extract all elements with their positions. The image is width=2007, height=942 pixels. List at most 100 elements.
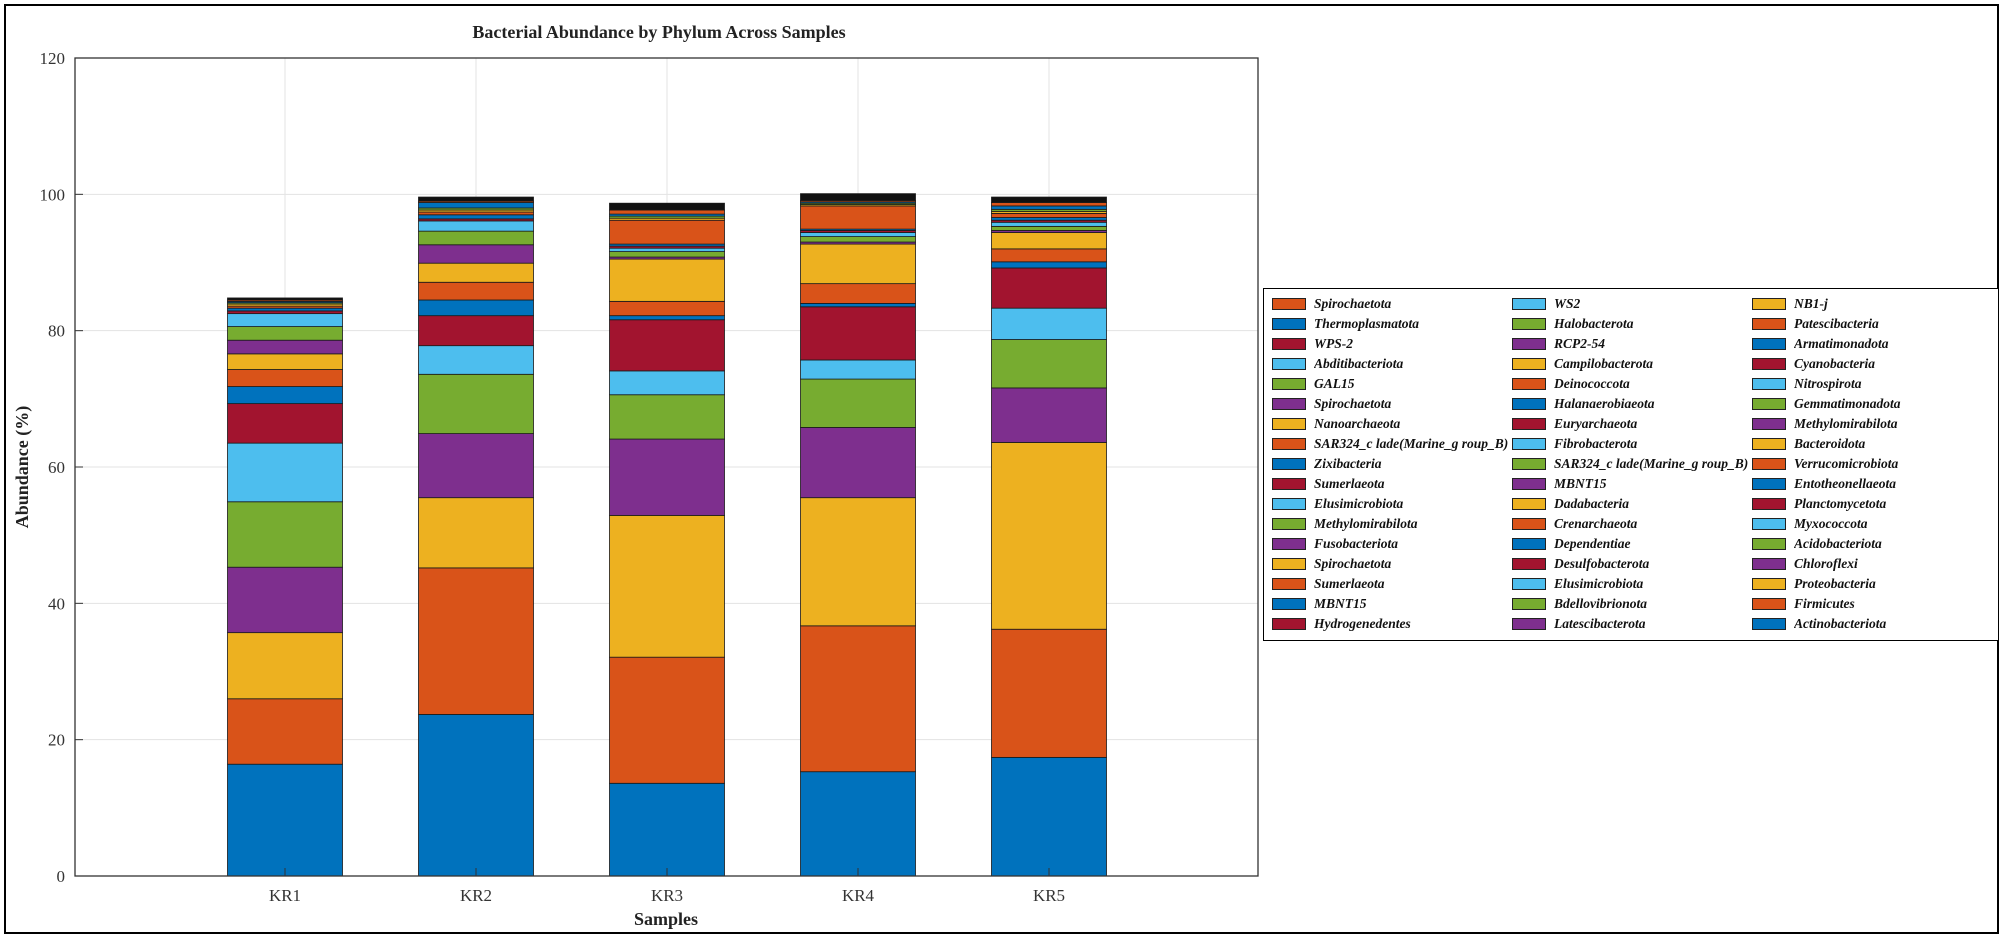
legend-swatch [1752,358,1786,370]
bar-segment [418,373,534,434]
legend-swatch [1512,498,1546,510]
bar-segment [609,258,725,302]
legend-item: Halanaerobiaeota [1512,394,1752,414]
legend-swatch [1512,578,1546,590]
bar-segment [227,313,343,327]
bar-segment [991,442,1107,630]
legend-label: Spirochaetota [1314,556,1392,571]
bar-segment [418,315,534,347]
bar-segment [418,230,534,246]
legend-label: WPS-2 [1314,336,1354,351]
y-axis-label: Abundance (%) [12,406,33,529]
legend-item: Bdellovibrionota [1512,594,1752,614]
legend-label: Sumerlaeota [1314,576,1385,591]
y-axis-ticks: 0 20 40 60 80 100 120 [40,49,83,886]
legend-label: Crenarchaeota [1554,516,1638,531]
legend-item: Elusimicrobiota [1272,494,1512,514]
bar-segment [227,566,343,634]
legend-item: Fusobacteriota [1272,534,1512,554]
legend-swatch [1512,478,1546,490]
legend-item: RCP2-54 [1512,334,1752,354]
legend-label: Patescibacteria [1794,316,1879,331]
bar-segment [991,217,1107,221]
legend-item: Entotheonellaeota [1752,474,1992,494]
legend-label: Bacteroidota [1794,436,1866,451]
legend-item: Proteobacteria [1752,574,1992,594]
bar-segment [800,205,916,230]
legend-item: Hydrogenedentes [1272,614,1512,634]
legend-item: Halobacterota [1512,314,1752,334]
legend-item: Spirochaetota [1272,294,1512,314]
legend-label: Planctomycetota [1794,496,1887,511]
legend-label: Entotheonellaeota [1794,476,1897,491]
y-tick-label: 40 [48,594,65,613]
legend-label: Acidobacteriota [1794,536,1882,551]
bar-segment [227,353,343,370]
bar-segment [991,213,1107,218]
y-tick-label: 100 [40,185,66,204]
y-tick-label: 120 [40,49,66,68]
bar-segment [418,211,534,216]
bar-segment [991,196,1107,203]
bar-segment [800,236,916,243]
x-tick-label: KR2 [460,886,492,905]
legend-item: Dependentiae [1512,534,1752,554]
legend-item: Latescibacterota [1512,614,1752,634]
legend-item: Spirochaetota [1272,394,1512,414]
bar-segment [227,307,343,312]
bar-segment [991,248,1107,263]
legend-label: Elusimicrobiota [1554,576,1644,591]
x-axis-ticks: KR1 KR2 KR3 KR4 KR5 [269,868,1065,905]
legend-label: Hydrogenedentes [1314,616,1411,631]
legend-item: Crenarchaeota [1512,514,1752,534]
bar-segment [418,262,534,283]
y-tick-label: 0 [57,867,66,886]
legend-swatch [1752,518,1786,530]
legend-swatch [1512,398,1546,410]
legend-item: Sumerlaeota [1272,474,1512,494]
legend-swatch [1272,338,1306,350]
legend-swatch [1752,378,1786,390]
bar-segment [609,247,725,252]
legend-item: Elusimicrobiota [1512,574,1752,594]
legend-swatch [1272,598,1306,610]
legend-item: Methylomirabilota [1752,414,1992,434]
bar-segment [227,310,343,315]
bar-segment [227,386,343,405]
legend-item: Nanoarchaeota [1272,414,1512,434]
legend-item: Euryarchaeota [1512,414,1752,434]
legend-label: Halanaerobiaeota [1554,396,1655,411]
bar-segment [609,370,725,396]
bar-segment [609,782,725,877]
legend-label: Methylomirabilota [1314,516,1418,531]
legend-swatch [1752,558,1786,570]
legend-label: Armatimonadota [1794,336,1889,351]
legend-item: Spirochaetota [1272,554,1512,574]
legend-label: Dadabacteria [1554,496,1629,511]
legend-label: Abditibacteriota [1314,356,1404,371]
legend-item: MBNT15 [1272,594,1512,614]
bar-stacks [227,193,1107,877]
legend-swatch [1272,378,1306,390]
legend-swatch [1512,318,1546,330]
bar-segment [991,202,1107,207]
y-tick-label: 60 [48,458,65,477]
bar-segment [800,283,916,304]
legend-item: Planctomycetota [1752,494,1992,514]
legend-swatch [1272,418,1306,430]
legend-label: Bdellovibrionota [1554,596,1648,611]
bar-segment [991,307,1107,340]
legend-label: Verrucomicrobiota [1794,456,1899,471]
bar-segment [800,771,916,877]
legend-label: GAL15 [1314,376,1355,391]
bar-segment [418,345,534,375]
bar-segment [609,209,725,215]
legend-label: Proteobacteria [1794,576,1876,591]
legend-swatch [1272,458,1306,470]
bar-segment [609,251,725,258]
legend-swatch [1752,458,1786,470]
legend-swatch [1272,298,1306,310]
legend-label: MBNT15 [1554,476,1607,491]
bar-segment [418,299,534,317]
